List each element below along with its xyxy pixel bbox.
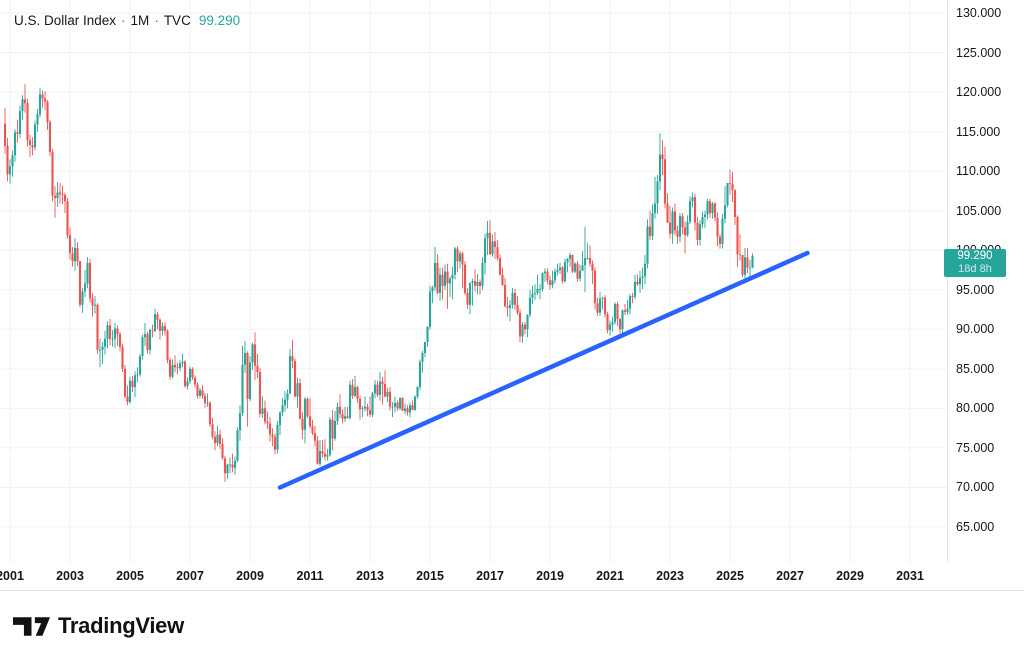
- time-axis-label: 2003: [56, 569, 84, 583]
- price-axis-label: 95.000: [956, 282, 995, 297]
- chart-pane[interactable]: [0, 0, 948, 563]
- price-axis-label: 75.000: [956, 440, 995, 455]
- time-axis-label: 2031: [896, 569, 924, 583]
- price-axis-label: 85.000: [956, 361, 995, 376]
- time-axis-label: 2007: [176, 569, 204, 583]
- time-axis-label: 2001: [0, 569, 24, 583]
- price-axis[interactable]: 130.000 125.000 120.000 115.000 110.000 105.0…: [947, 0, 1024, 590]
- legend-separator: ·: [154, 13, 159, 28]
- exchange-label[interactable]: TVC: [163, 13, 191, 28]
- time-axis-label: 2029: [836, 569, 864, 583]
- trendline-drawing[interactable]: [277, 250, 810, 490]
- grid-lines: [0, 0, 947, 563]
- time-axis-label: 2011: [296, 569, 324, 583]
- price-axis-label: 80.000: [956, 401, 995, 416]
- price-axis-label: 70.000: [956, 480, 995, 495]
- time-axis-label: 2009: [236, 569, 264, 583]
- time-axis[interactable]: 2001 2003 2005 2007 2009 2011 2013 2015 2017 2019…: [0, 563, 1024, 591]
- time-axis-label: 2025: [716, 569, 744, 583]
- bar-countdown: 18d 8h: [958, 262, 992, 275]
- last-price-badge-value: 99.290: [957, 249, 993, 262]
- price-axis-label: 130.000: [956, 6, 1002, 20]
- time-axis-label: 2017: [476, 569, 504, 583]
- time-axis-label: 2013: [356, 569, 384, 583]
- symbol-title[interactable]: U.S. Dollar Index: [14, 13, 117, 28]
- last-price-badge: 99.290 18d 8h: [944, 248, 1006, 277]
- price-axis-label: 125.000: [956, 45, 1002, 60]
- brand-name: TradingView: [58, 613, 184, 638]
- chart-legend[interactable]: U.S. Dollar Index · 1M · TVC 99.290: [14, 12, 240, 29]
- price-axis-label: 105.000: [956, 203, 1002, 218]
- time-axis-label: 2021: [596, 569, 624, 583]
- time-axis-label: 2015: [416, 569, 444, 583]
- price-axis-label: 110.000: [956, 164, 1001, 179]
- time-axis-label: 2027: [776, 569, 804, 583]
- price-axis-label: 90.000: [956, 322, 995, 337]
- time-axis-label: 2019: [536, 569, 564, 583]
- interval-label[interactable]: 1M: [130, 13, 150, 28]
- legend-separator: ·: [121, 13, 126, 28]
- tradingview-mark-icon: [13, 616, 50, 636]
- price-axis-label: 65.000: [956, 520, 995, 534]
- price-axis-label: 115.000: [956, 124, 1001, 139]
- tradingview-logo[interactable]: TradingView: [13, 613, 184, 639]
- time-axis-label: 2005: [116, 569, 144, 583]
- time-axis-label: 2023: [656, 569, 684, 583]
- candlestick-series: [3, 84, 754, 482]
- price-axis-label: 120.000: [956, 85, 1002, 100]
- last-price-value: 99.290: [198, 13, 241, 28]
